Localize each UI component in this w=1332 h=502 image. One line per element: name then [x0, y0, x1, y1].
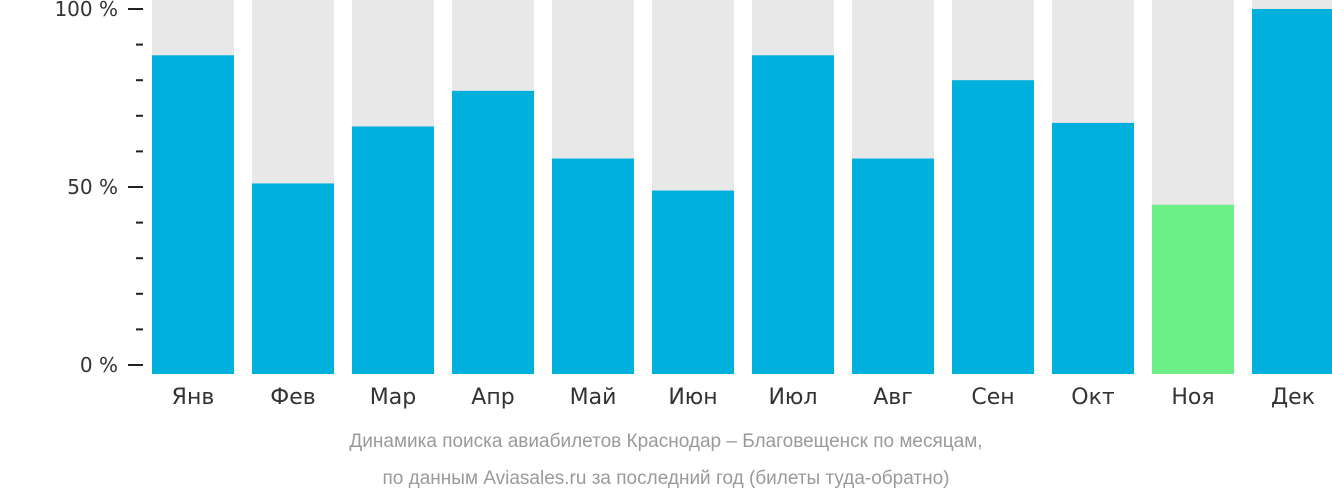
bar [152, 55, 234, 374]
bar [452, 90, 534, 374]
y-tick-label: 0 % [80, 353, 118, 377]
chart-caption-line2: по данным Aviasales.ru за последний год … [382, 468, 950, 489]
x-tick-label: Янв [172, 385, 215, 410]
bar [1052, 122, 1134, 374]
x-tick-label: Мар [370, 385, 416, 410]
y-tick-label: 50 % [67, 175, 118, 199]
x-tick-label: Окт [1071, 385, 1115, 410]
x-tick-label: Май [570, 385, 617, 410]
x-tick-label: Ноя [1171, 385, 1214, 410]
x-tick-label: Фев [270, 385, 315, 410]
bar [1152, 204, 1234, 374]
bar [1252, 9, 1332, 374]
bar [352, 126, 434, 374]
x-tick-label: Июн [668, 385, 717, 410]
y-tick-label: 100 % [54, 0, 118, 21]
bar [952, 80, 1034, 374]
x-tick-label: Сен [971, 385, 1014, 410]
chart-caption-line1: Динамика поиска авиабилетов Краснодар – … [349, 431, 983, 452]
bar [252, 183, 334, 374]
bar [752, 55, 834, 374]
x-tick-label: Дек [1271, 385, 1315, 410]
x-tick-label: Авг [873, 385, 913, 410]
bar [852, 158, 934, 374]
bar [552, 158, 634, 374]
x-tick-label: Июл [768, 385, 817, 410]
bar [652, 190, 734, 374]
bar-chart: 100 % 50 % 0 % Янв Фев Мар Апр Май Июн Июл Авг Сен О… [54, 0, 1332, 410]
x-tick-label: Апр [471, 385, 514, 410]
